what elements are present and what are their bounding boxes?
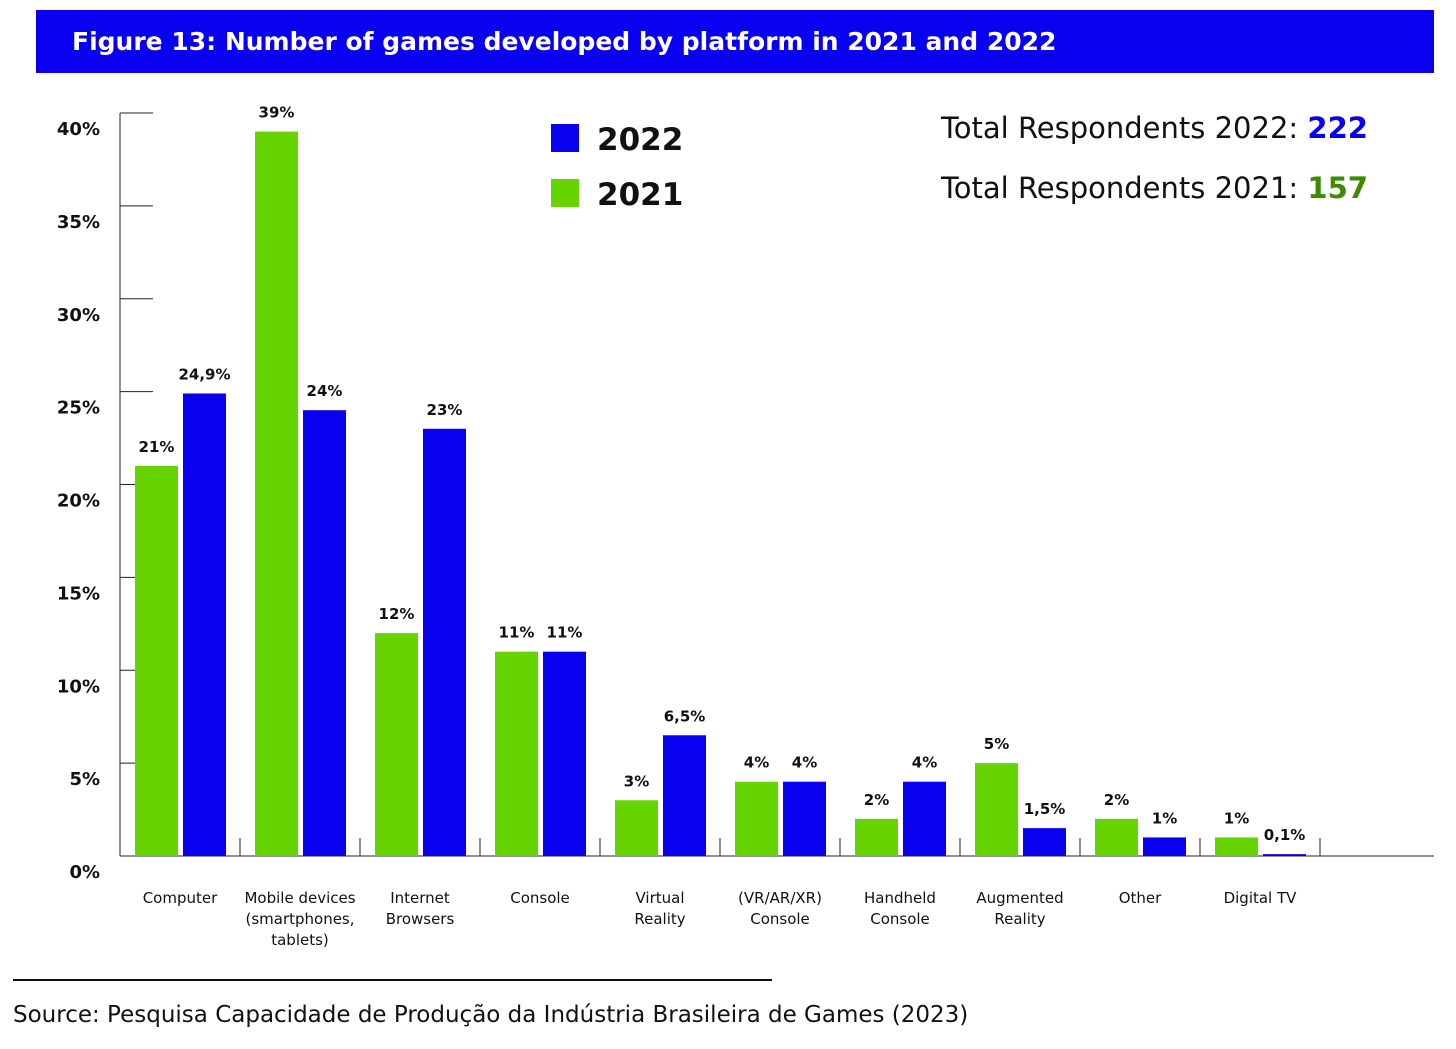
data-label: 24% <box>307 382 343 400</box>
y-tick-label: 20% <box>57 491 100 512</box>
data-label: 1,5% <box>1024 800 1066 818</box>
total-respondents: Total Respondents 2021: 157 <box>940 171 1368 205</box>
chart-title: Figure 13: Number of games developed by … <box>36 10 1434 73</box>
x-tick-label: Augmented Reality <box>976 889 1063 928</box>
bar-2022 <box>663 735 706 856</box>
bar-2021 <box>615 800 658 856</box>
x-tick-label: Digital TV <box>1224 889 1298 907</box>
y-tick-label: 35% <box>57 212 100 233</box>
x-tick-label: Other <box>1119 889 1162 907</box>
x-tick-label: Mobile devices (smartphones, tablets) <box>244 889 355 949</box>
y-tick-label: 5% <box>69 769 100 790</box>
bar-2022 <box>1023 828 1066 856</box>
data-label: 4% <box>792 754 817 772</box>
x-tick-label: Internet Browsers <box>386 889 455 928</box>
y-tick-label: 40% <box>57 119 100 140</box>
data-label: 3% <box>624 772 649 790</box>
bar-2021 <box>855 818 898 856</box>
bar-2022 <box>303 410 346 856</box>
bar-2022 <box>543 651 586 856</box>
data-label: 4% <box>912 754 937 772</box>
bar-2021 <box>1095 818 1138 856</box>
data-label: 11% <box>547 624 583 642</box>
data-label: 1% <box>1152 809 1177 827</box>
bar-2022 <box>1263 854 1306 856</box>
data-label: 21% <box>139 438 175 456</box>
data-label: 11% <box>499 624 535 642</box>
data-label: 39% <box>259 104 295 122</box>
data-label: 6,5% <box>664 707 706 725</box>
legend-swatch-2022 <box>551 124 579 152</box>
y-tick-label: 25% <box>57 398 100 419</box>
bar-2022 <box>423 428 466 856</box>
total-respondents: Total Respondents 2022: 222 <box>940 111 1368 145</box>
x-tick-label: Virtual Reality <box>634 889 685 928</box>
data-label: 5% <box>984 735 1009 753</box>
legend-label: 2021 <box>597 177 683 213</box>
bar-2022 <box>1143 837 1186 856</box>
bar-2021 <box>975 763 1018 856</box>
data-label: 2% <box>1104 791 1129 809</box>
x-tick-label: (VR/AR/XR) Console <box>738 889 822 928</box>
data-label: 4% <box>744 754 769 772</box>
source-divider <box>13 979 772 981</box>
bar-2022 <box>183 393 226 856</box>
x-tick-label: Console <box>510 889 570 907</box>
data-label: 1% <box>1224 809 1249 827</box>
y-tick-label: 10% <box>57 676 100 697</box>
bar-2022 <box>903 781 946 856</box>
data-label: 2% <box>864 791 889 809</box>
bar-2021 <box>1215 837 1258 856</box>
bar-2021 <box>735 781 778 856</box>
y-tick-label: 0% <box>69 862 100 883</box>
bar-2021 <box>135 465 178 856</box>
total-value: 222 <box>1307 111 1368 145</box>
y-tick-label: 30% <box>57 305 100 326</box>
bar-2021 <box>495 651 538 856</box>
data-label: 24,9% <box>178 365 230 383</box>
data-label: 0,1% <box>1264 826 1306 844</box>
legend-label: 2022 <box>597 122 683 158</box>
source-text: Source: Pesquisa Capacidade de Produção … <box>13 1002 969 1028</box>
data-label: 23% <box>427 401 463 419</box>
legend-swatch-2021 <box>551 179 579 207</box>
x-tick-label: Computer <box>143 889 218 907</box>
bar-2022 <box>783 781 826 856</box>
x-tick-label: Handheld Console <box>864 889 936 928</box>
bar-2021 <box>375 633 418 856</box>
total-value: 157 <box>1307 171 1368 205</box>
data-label: 12% <box>379 605 415 623</box>
y-tick-label: 15% <box>57 583 100 604</box>
bar-2021 <box>255 131 298 856</box>
